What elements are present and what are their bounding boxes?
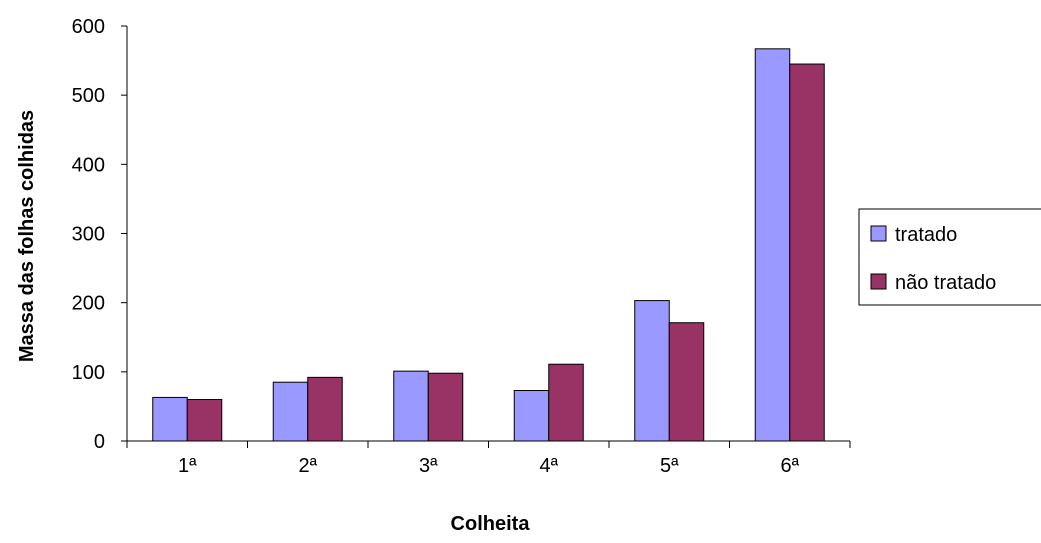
y-tick-label: 100: [72, 362, 105, 384]
bar-nao-tratado: [548, 363, 584, 442]
x-axis: 1ª 2ª 3ª 4ª 5ª 6ª: [126, 440, 851, 477]
bar-tratado: [634, 300, 670, 442]
legend-swatch-tratado: [870, 225, 887, 242]
bar-tratado: [152, 396, 188, 442]
y-axis: 0 100 200 300 400 500 600: [72, 16, 128, 453]
y-axis-title: Massa das folhas colhidas: [16, 110, 38, 362]
bar-tratado: [513, 390, 550, 442]
x-tick-label: 6ª: [780, 455, 799, 477]
bar-nao-tratado: [668, 322, 705, 442]
bars: [152, 48, 825, 442]
bar-nao-tratado: [307, 376, 343, 442]
legend-label-nao-tratado: não tratado: [895, 272, 996, 294]
bar-nao-tratado: [427, 372, 464, 442]
y-tick-label: 600: [72, 16, 105, 38]
y-tick-label: 200: [72, 293, 105, 315]
bar-nao-tratado: [186, 399, 223, 442]
bar-nao-tratado: [789, 63, 825, 442]
y-tick-label: 400: [72, 154, 105, 176]
x-tick-label: 2ª: [298, 455, 317, 477]
x-tick-label: 5ª: [660, 455, 679, 477]
legend: tratado não tratado: [858, 208, 1041, 306]
legend-label-tratado: tratado: [895, 224, 957, 246]
bar-tratado: [393, 370, 429, 442]
x-tick-label: 4ª: [539, 455, 558, 477]
y-tick-label: 300: [72, 224, 105, 246]
x-tick-label: 3ª: [419, 455, 438, 477]
bar-tratado: [272, 381, 309, 442]
x-tick-label: 1ª: [178, 455, 197, 477]
bar-tratado: [754, 48, 791, 442]
y-tick-label: 0: [94, 431, 105, 453]
x-axis-title: Colheita: [451, 513, 531, 535]
legend-frame: [858, 208, 1041, 306]
legend-swatch-nao-tratado: [870, 273, 887, 290]
y-tick-label: 500: [72, 85, 105, 107]
